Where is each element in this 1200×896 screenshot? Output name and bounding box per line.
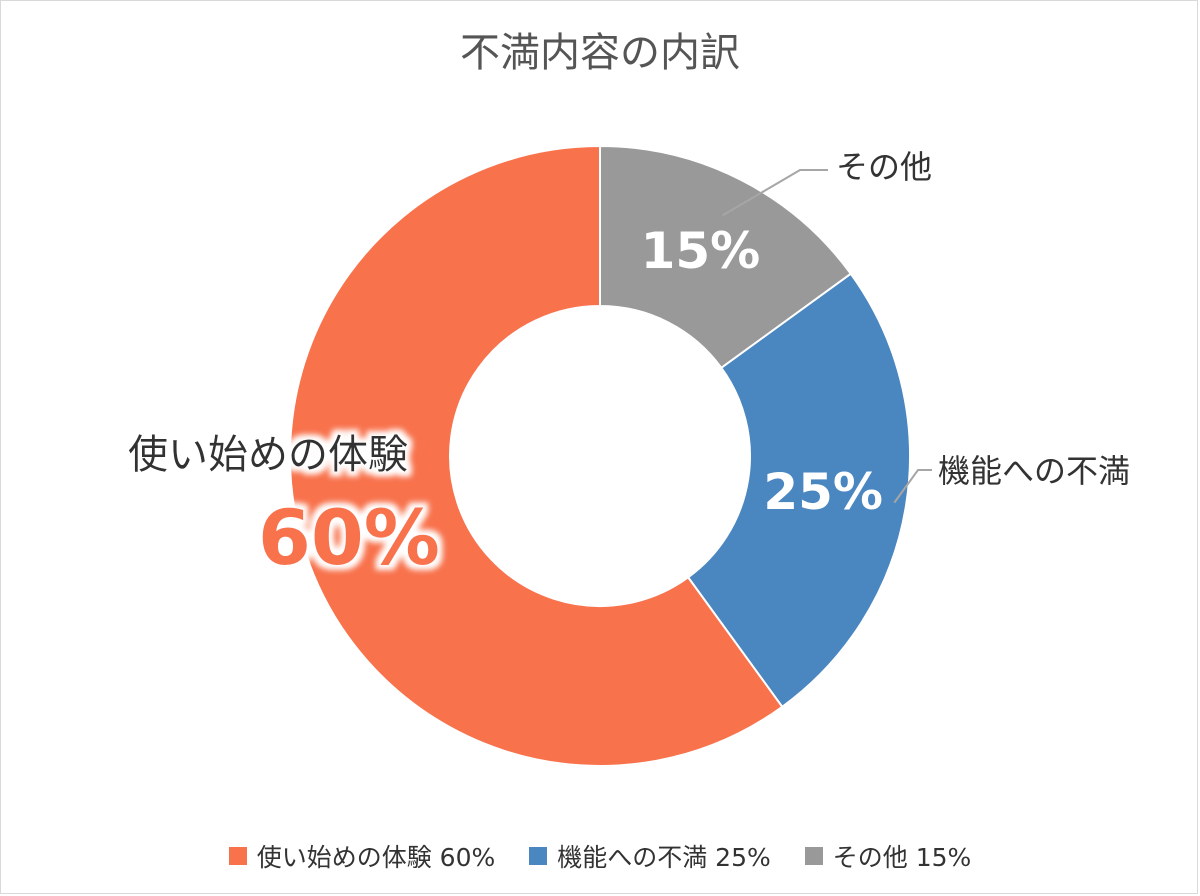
legend-swatch-other (804, 847, 823, 865)
slice-other (599, 144, 853, 370)
slice-experience (289, 144, 784, 767)
legend-item-other: その他 15% (804, 838, 972, 874)
value-label-experience: 60% (258, 493, 440, 582)
category-label-other: その他 (836, 148, 932, 186)
chart-legend: 使い始めの体験 60% 機能への不満 25% その他 15% (0, 836, 1200, 876)
category-label-experience: 使い始めの体験 (128, 432, 408, 478)
slice-function (686, 272, 911, 709)
legend-label-experience: 使い始めの体験 60% (256, 843, 496, 872)
leader-line-other (722, 169, 828, 217)
value-label-function: 25% (763, 463, 883, 521)
legend-item-function: 機能への不満 25% (529, 838, 771, 874)
leader-line-function (893, 469, 932, 504)
legend-swatch-function (529, 847, 548, 865)
legend-swatch-experience (228, 847, 247, 865)
legend-item-experience: 使い始めの体験 60% (228, 838, 496, 874)
value-label-other: 15% (641, 222, 761, 280)
legend-label-other: その他 15% (832, 843, 972, 872)
chart-title: 不満内容の内訳 (460, 30, 740, 76)
category-label-function: 機能への不満 (938, 452, 1130, 490)
legend-label-function: 機能への不満 25% (557, 843, 771, 872)
